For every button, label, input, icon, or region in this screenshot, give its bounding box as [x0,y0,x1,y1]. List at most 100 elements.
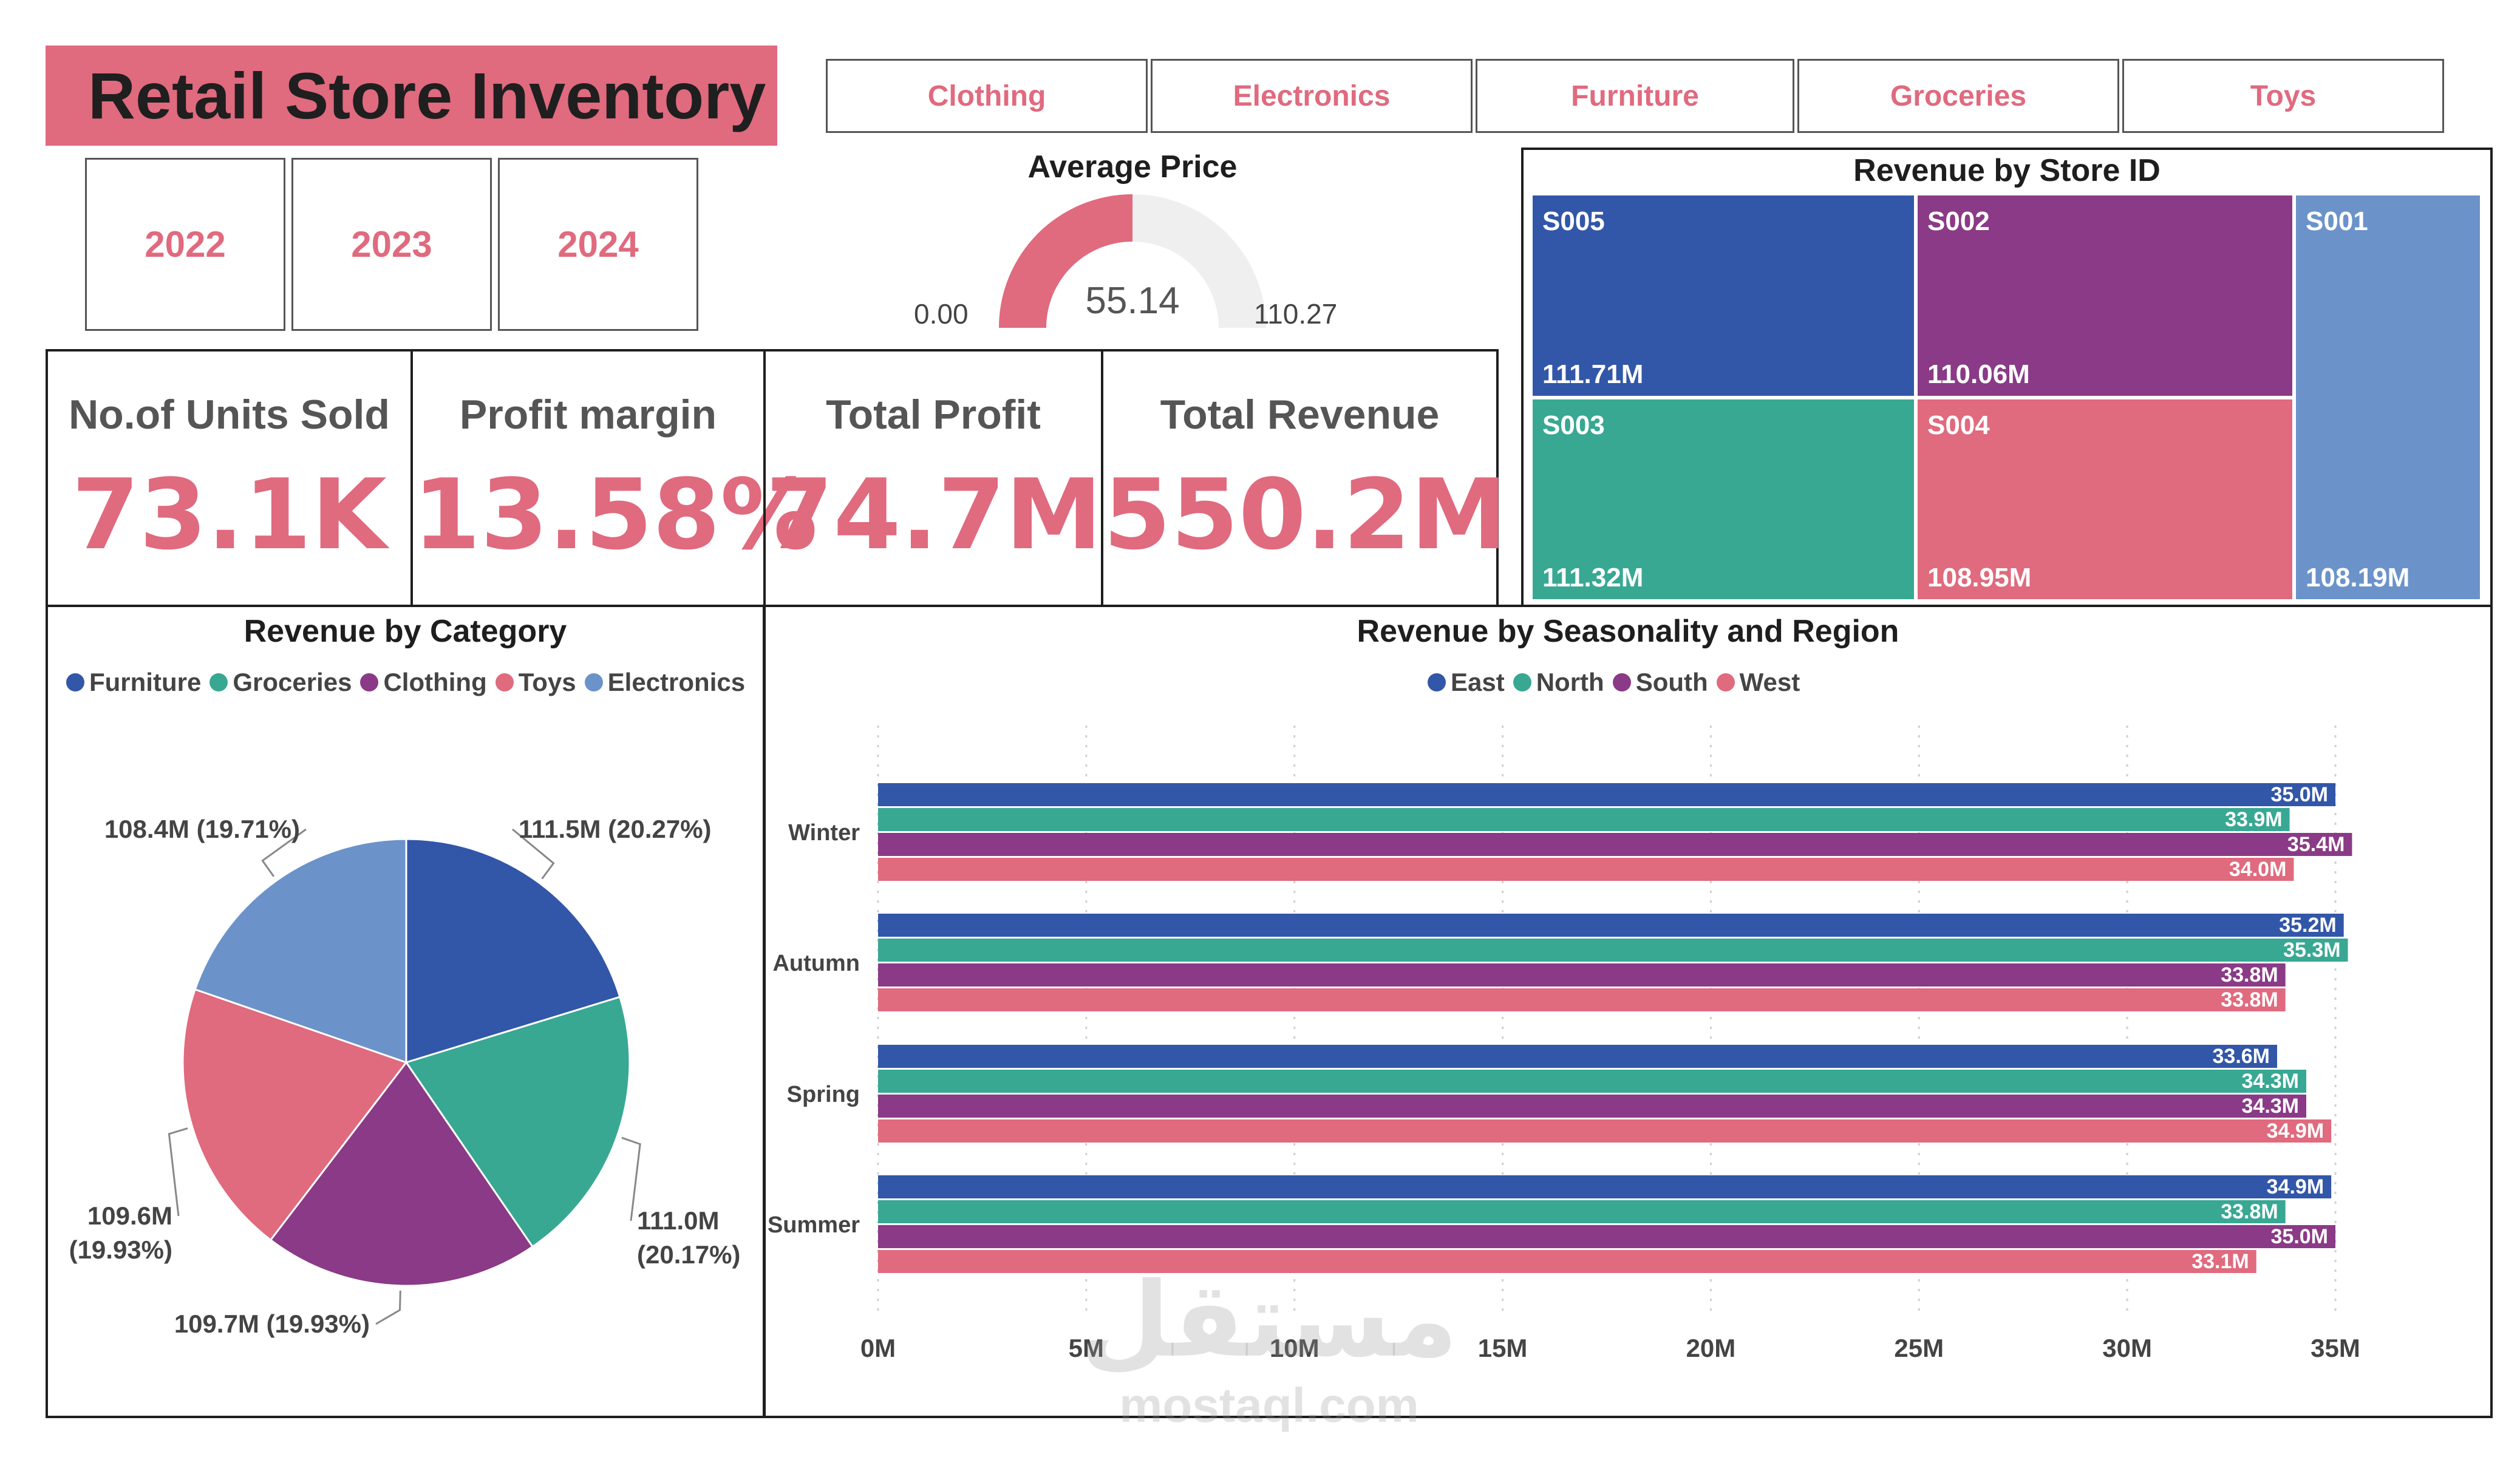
pie-data-label: 111.0M (20.17%) [637,1206,740,1269]
pie-data-label-pct: (19.93%) [69,1235,172,1264]
pie-slice-furniture[interactable] [405,838,621,1064]
bar-data-label: 34.9M [2267,1119,2324,1143]
pie-slice-groceries[interactable] [404,996,631,1248]
bar-spring-east[interactable] [878,1045,2277,1068]
legend-item-furniture[interactable]: Furniture [66,668,201,697]
legend-item-toys[interactable]: Toys [495,668,576,697]
legend-label: Clothing [383,668,487,696]
pie-slice-toys[interactable] [182,988,408,1241]
bar-data-label: 34.0M [2229,858,2287,881]
legend-item-north[interactable]: North [1513,668,1604,697]
kpi-label: Total Revenue [1160,392,1440,438]
pie-chart-svg: 111.5M (20.27%) 111.0M (20.17%) 109.7M (19.… [69,815,741,1338]
bar-spring-south[interactable] [878,1095,2306,1118]
tile-value: 108.95M [1927,563,2032,593]
bar-data-label: 33.8M [2221,988,2278,1011]
revenue-by-category-panel: Revenue by Category Furniture Groceries … [46,605,765,1418]
pie-data-label: 109.7M (19.93%) [174,1309,370,1338]
pie-slice-clothing[interactable] [269,1061,534,1287]
tile-value: 108.19M [2306,563,2410,593]
bar-autumn-north[interactable] [878,939,2348,962]
tile-id: S002 [1927,206,1990,236]
bar-data-label: 35.4M [2287,833,2345,856]
bar-winter-north[interactable] [878,808,2290,831]
tile-value: 110.06M [1927,359,2030,389]
treemap-tile-s005[interactable]: S005 111.71M [1533,195,1914,396]
category-button-groceries[interactable]: Groceries [1797,59,2119,133]
legend-dot [1513,673,1531,691]
legend-dot [209,673,228,691]
legend-item-groceries[interactable]: Groceries [209,668,352,697]
category-button-clothing[interactable]: Clothing [826,59,1148,133]
legend-dot [1428,673,1446,691]
bar-winter-west[interactable] [878,858,2294,881]
category-button-electronics[interactable]: Electronics [1151,59,1473,133]
treemap-tile-s001[interactable]: S001 108.19M [2296,195,2480,599]
pie-leader-line [512,828,555,880]
dashboard-title: Retail Store Inventory [46,46,777,146]
gauge-fill [999,194,1133,328]
pie-leader-line [375,1290,401,1325]
pie-leader-line [168,1127,188,1217]
average-price-gauge: Average Price 0.00 55.14 110.27 [880,146,1384,340]
bar-summer-east[interactable] [878,1175,2332,1198]
legend-item-east[interactable]: East [1428,668,1505,697]
year-button-2023[interactable]: 2023 [291,158,492,331]
tile-value: 111.71M [1542,359,1644,389]
year-button-2024[interactable]: 2024 [498,158,698,331]
bar-data-label: 35.3M [2283,939,2341,962]
legend-label: Electronics [607,668,746,696]
gauge-title: Average Price [1027,149,1238,185]
y-category-label: Autumn [772,951,860,976]
x-tick-label: 20M [1686,1334,1736,1362]
x-tick-label: 10M [1270,1334,1320,1362]
treemap-tile-s004[interactable]: S004 108.95M [1918,399,2292,599]
bar-summer-north[interactable] [878,1200,2286,1223]
bar-summer-south[interactable] [878,1225,2335,1248]
category-button-furniture[interactable]: Furniture [1476,59,1794,133]
bar-autumn-west[interactable] [878,988,2286,1011]
y-category-label: Spring [787,1082,860,1107]
pie-leader-line [621,1136,641,1221]
legend-item-south[interactable]: South [1612,668,1708,697]
legend-item-clothing[interactable]: Clothing [360,668,487,697]
bar-winter-east[interactable] [878,783,2335,806]
kpi-total-revenue: Total Revenue 550.2M [1101,349,1508,607]
kpi-value: 74.7M [766,458,1102,571]
kpi-value: 13.58% [413,458,818,571]
kpi-units-sold: No.of Units Sold 73.1K [46,349,413,607]
bar-autumn-south[interactable] [878,963,2286,987]
pie-chart-title: Revenue by Category [243,614,567,649]
legend-dot [360,673,379,691]
bar-data-label: 34.3M [2242,1070,2300,1093]
pie-leader-line [261,828,307,877]
tile-id: S001 [2306,206,2368,236]
tile-value: 111.32M [1542,563,1644,593]
bar-data-label: 34.9M [2267,1175,2324,1198]
legend-item-electronics[interactable]: Electronics [584,668,746,697]
pie-data-label-pct: (20.17%) [637,1240,740,1269]
bar-summer-west[interactable] [878,1250,2256,1273]
treemap-tile-s003[interactable]: S003 111.32M [1533,399,1914,599]
legend-item-west[interactable]: West [1716,668,1800,697]
treemap-title: Revenue by Store ID [1853,153,2161,188]
bar-data-label: 33.8M [2221,1200,2278,1223]
pie-data-label-value: 111.0M [637,1206,719,1235]
category-button-toys[interactable]: Toys [2122,59,2444,133]
bar-spring-west[interactable] [878,1119,2332,1143]
bar-spring-north[interactable] [878,1070,2306,1093]
pie-data-label: 109.6M (19.93%) [69,1201,172,1264]
bar-winter-south[interactable] [878,833,2352,856]
legend-dot [1716,673,1735,691]
bar-autumn-east[interactable] [878,914,2344,937]
kpi-label: No.of Units Sold [69,392,390,438]
kpi-label: Profit margin [459,392,717,438]
treemap-tile-s002[interactable]: S002 110.06M [1918,195,2292,396]
revenue-by-store-treemap: Revenue by Store ID S005 111.71M S002 11… [1521,148,2493,607]
bar-data-label: 35.2M [2279,914,2337,937]
x-tick-label: 25M [1894,1334,1944,1362]
kpi-value: 550.2M [1103,458,1508,571]
pie-slice-electronics[interactable] [194,838,407,1064]
gauge-max-label: 110.27 [1254,298,1338,330]
year-button-2022[interactable]: 2022 [85,158,285,331]
